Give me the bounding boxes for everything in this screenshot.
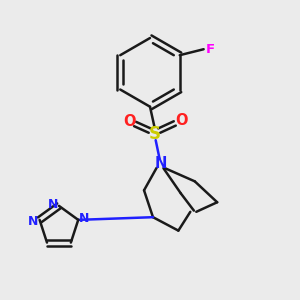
Text: O: O	[175, 113, 188, 128]
Text: S: S	[148, 124, 160, 142]
Text: O: O	[123, 114, 135, 129]
Text: F: F	[206, 43, 214, 56]
Text: N: N	[28, 215, 39, 228]
Text: N: N	[154, 156, 167, 171]
Text: N: N	[48, 198, 58, 211]
Text: N: N	[79, 212, 89, 226]
